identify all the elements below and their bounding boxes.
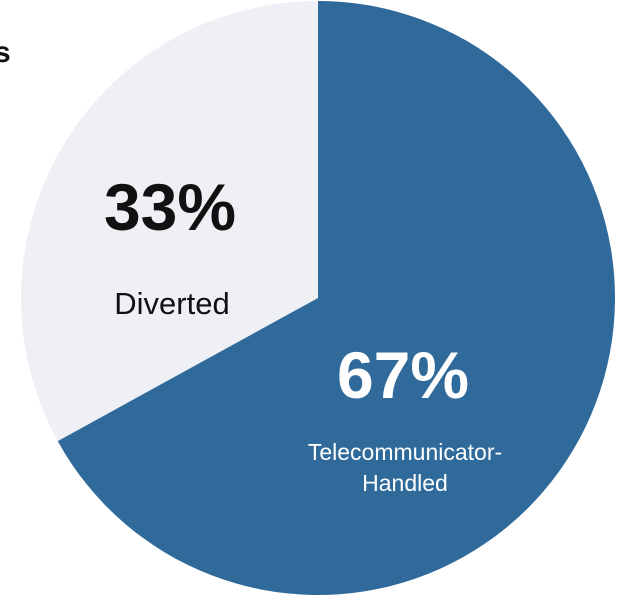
slice-value-label-diverted: 33%: [104, 170, 236, 244]
pie-slices: [20, 1, 615, 595]
pie-slice-telecommunicator-handled: [57, 1, 615, 595]
slice-category-label-diverted: Diverted: [114, 286, 229, 321]
slice-category-label-telecommunicator-handled-line2: Handled: [362, 470, 448, 496]
pie-slice-diverted: [20, 1, 318, 442]
slice-category-label-telecommunicator-handled-line1: Telecommunicator-: [308, 439, 502, 465]
slice-value-label-telecommunicator-handled: 67%: [337, 338, 469, 412]
chart-title-fragment: s: [0, 36, 11, 69]
